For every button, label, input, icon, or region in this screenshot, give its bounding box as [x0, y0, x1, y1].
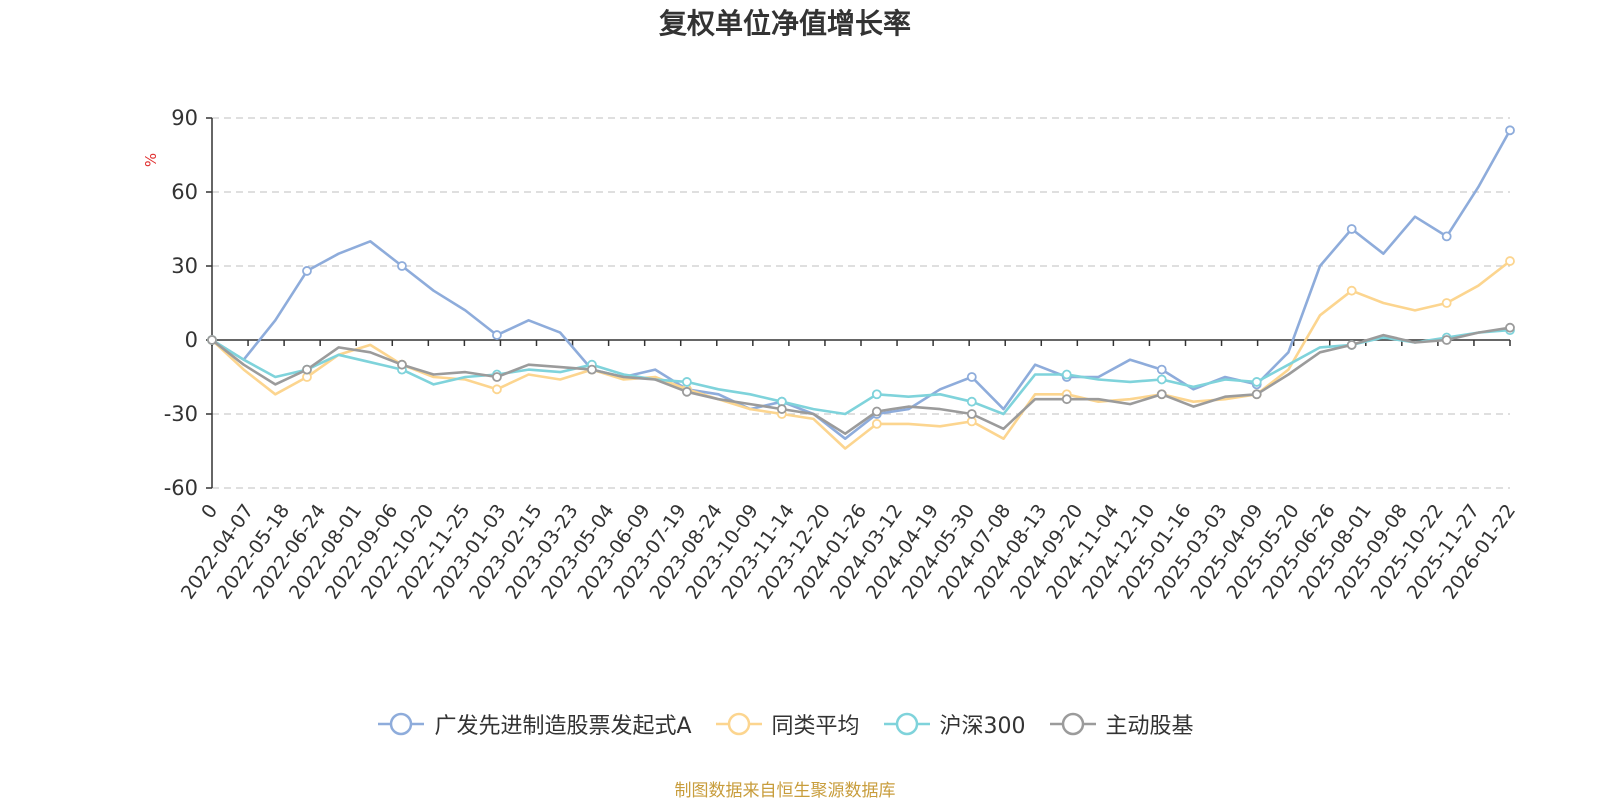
series-point — [302, 364, 312, 375]
legend-label: 沪深300 — [939, 714, 1026, 739]
chart-title: 复权单位净值增长率 — [658, 7, 911, 40]
series-point — [1505, 322, 1515, 333]
series-point — [681, 386, 692, 397]
y-axis-label: % — [142, 153, 160, 167]
series-line-3 — [211, 328, 1511, 416]
series-point — [1505, 125, 1515, 136]
y-tick-label: 0 — [185, 328, 198, 352]
series-point — [966, 409, 977, 419]
series-point — [1346, 285, 1357, 296]
legend-item[interactable]: 主动股基 — [1048, 708, 1194, 740]
legend-marker-icon — [883, 712, 930, 736]
series-line-4 — [211, 326, 1511, 435]
series-point — [1156, 364, 1167, 375]
series-point — [1156, 389, 1167, 400]
series-point — [1441, 298, 1452, 308]
y-tick-label: 30 — [171, 254, 198, 278]
series-point — [1441, 231, 1452, 242]
grid-lines — [212, 117, 1510, 489]
legend-marker-icon — [1049, 712, 1096, 736]
y-tick-label: -60 — [164, 476, 198, 500]
series-point — [776, 404, 787, 414]
series-point — [302, 266, 312, 276]
source-note: 制图数据来自恒生聚源数据库 — [674, 781, 896, 801]
series-point — [492, 384, 502, 395]
series-point — [1061, 369, 1072, 380]
series-point — [871, 418, 882, 429]
series-point — [1251, 377, 1262, 387]
legend-item[interactable]: 沪深300 — [882, 708, 1026, 740]
series-point — [492, 372, 502, 382]
y-tick-label: -30 — [164, 402, 198, 426]
series-point — [1346, 340, 1357, 350]
legend-item[interactable]: 广发先进制造股票发起式A — [376, 708, 692, 740]
x-tick-label: 0 — [197, 500, 222, 523]
series-point — [397, 359, 407, 370]
series-point — [966, 372, 977, 382]
series-point — [1156, 374, 1167, 385]
legend-label: 同类平均 — [771, 714, 860, 739]
series-point — [871, 406, 882, 417]
series-lines — [207, 125, 1515, 450]
legend-marker-icon — [715, 712, 762, 736]
series-point — [587, 364, 597, 375]
series-point — [1505, 256, 1515, 266]
legend-item[interactable]: 同类平均 — [714, 708, 860, 740]
legend-marker-icon — [378, 712, 425, 736]
series-point — [397, 261, 407, 271]
series-point — [1251, 389, 1262, 400]
series-point — [492, 330, 502, 340]
series-point — [1441, 335, 1452, 345]
series-point — [966, 396, 977, 407]
series-point — [207, 335, 217, 345]
series-point — [871, 389, 882, 400]
series-point — [1061, 394, 1072, 405]
y-tick-label: 60 — [171, 180, 198, 204]
series-line-1 — [211, 129, 1512, 440]
series-point — [681, 377, 692, 387]
legend: 广发先进制造股票发起式A 同类平均 沪深300 主动股基 — [0, 708, 1570, 740]
legend-label: 主动股基 — [1105, 714, 1194, 739]
legend-label: 广发先进制造股票发起式A — [434, 714, 692, 739]
y-tick-label: 90 — [171, 106, 198, 130]
series-point — [1346, 224, 1357, 234]
